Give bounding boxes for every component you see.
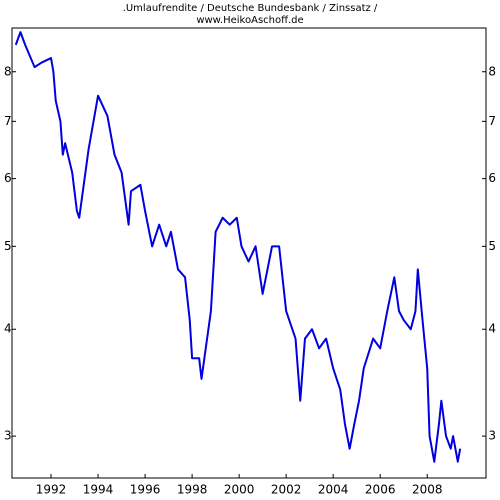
x-tick-label: 1998 [177,483,208,497]
y-tick-label: 6 [4,171,12,185]
yield-line [14,31,462,463]
x-tick-label: 2008 [412,483,443,497]
y-tick-label-right: 5 [488,239,496,253]
x-tick-label: 2004 [318,483,349,497]
plot-frame [11,27,487,479]
y-tick-label-right: 4 [488,322,496,336]
y-tick-label-right: 3 [488,429,496,443]
y-tick-label: 8 [4,64,12,78]
x-tick-label: 1992 [36,483,67,497]
x-tick-label: 1996 [130,483,161,497]
y-tick-label: 7 [4,114,12,128]
x-tick-label: 2006 [365,483,396,497]
x-tick-label: 1994 [83,483,114,497]
y-tick-label: 5 [4,239,12,253]
y-tick-label-right: 8 [488,64,496,78]
x-tick-label: 2000 [224,483,255,497]
chart-title: .Umlaufrendite / Deutsche Bundesbank / Z… [123,3,378,14]
chart-subtitle: www.HeikoAschoff.de [196,15,303,26]
y-tick-label: 3 [4,429,12,443]
y-tick-label-right: 7 [488,114,496,128]
y-tick-label-right: 6 [488,171,496,185]
y-tick-label: 4 [4,322,12,336]
x-tick-label: 2002 [271,483,302,497]
